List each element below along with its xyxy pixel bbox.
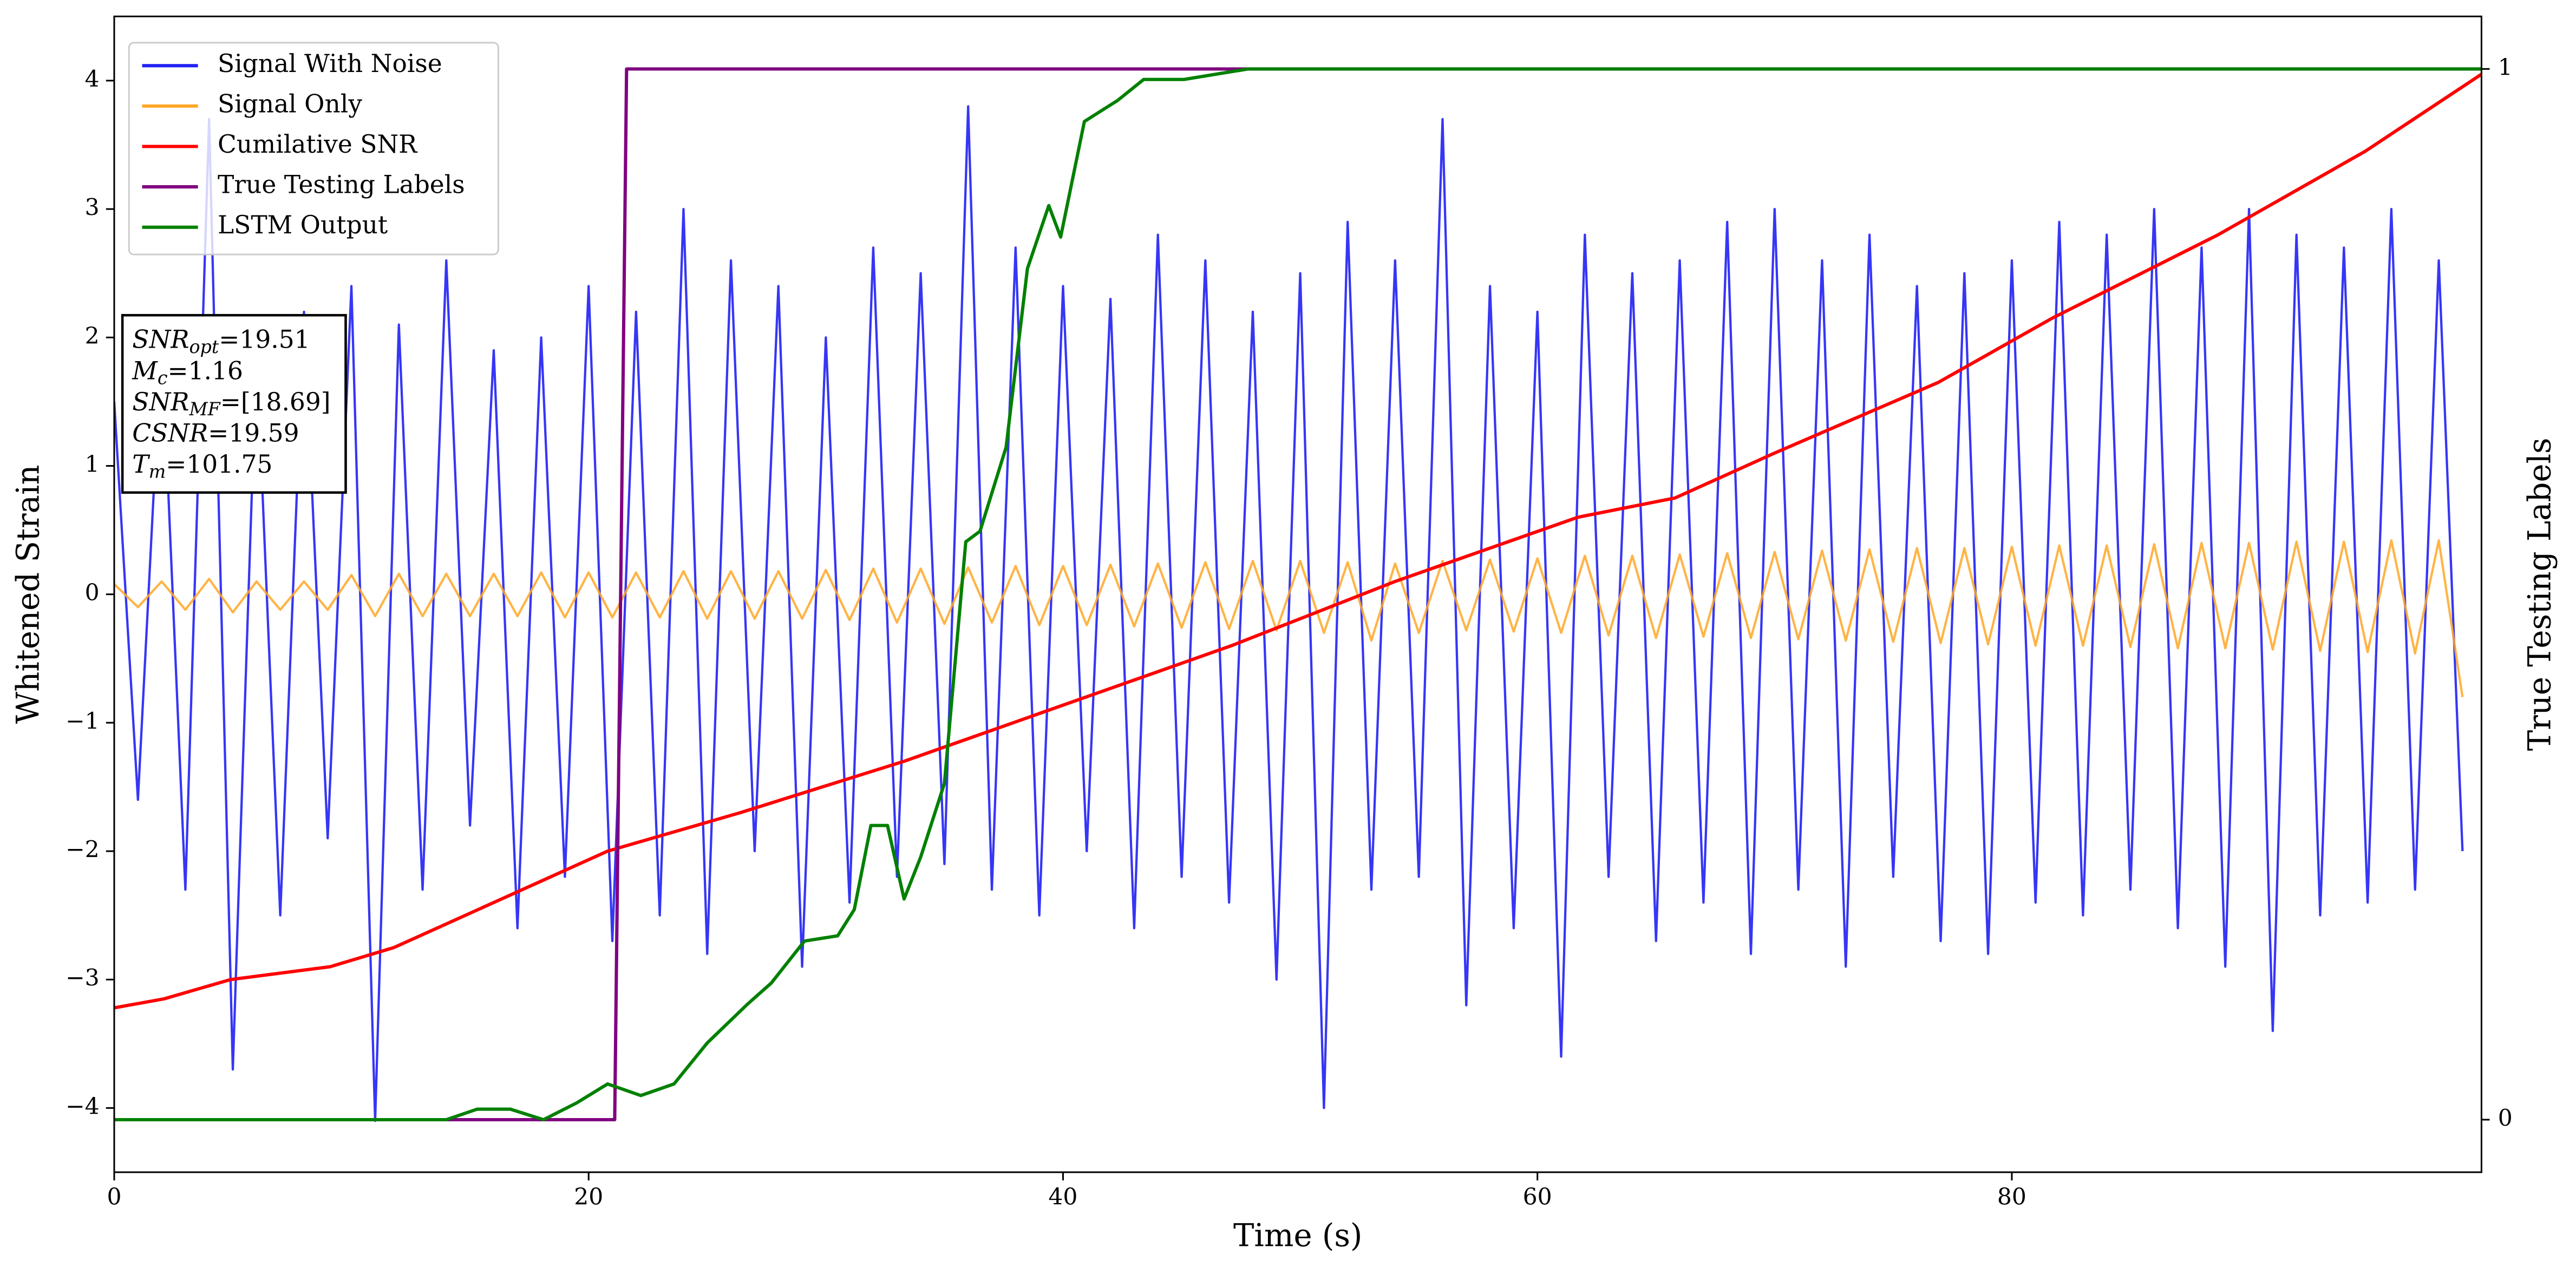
y-tick-label: 1 xyxy=(85,451,100,478)
series-line xyxy=(114,105,2464,1122)
legend: Signal With Noise Signal Only Cumilative S… xyxy=(128,42,500,256)
annotation-box xyxy=(121,313,347,494)
y-tick-label: −2 xyxy=(66,837,100,863)
y-tick-label: −1 xyxy=(66,708,100,735)
series-line xyxy=(114,73,2482,1010)
annotation-value: =19.51 xyxy=(219,325,310,354)
annotation-line: SNRMF=[18.69] xyxy=(132,387,330,420)
annotation-symbol: SNR xyxy=(132,387,189,416)
y-tick-label: −3 xyxy=(66,965,100,991)
y-tick-label: 3 xyxy=(85,194,100,221)
x-tick-label: 0 xyxy=(107,1184,121,1211)
annotation: SNRopt=19.51Mc=1.16SNRMF=[18.69]CSNR=19.… xyxy=(121,313,347,494)
y-tick-label: 4 xyxy=(85,66,100,93)
y-tick-label: 2 xyxy=(85,323,100,349)
x-tick-label: 40 xyxy=(1048,1184,1077,1211)
annotation-symbol: T xyxy=(132,450,151,479)
x-tick-label: 80 xyxy=(1997,1184,2026,1211)
legend-label: Signal Only xyxy=(218,89,362,118)
annotation-line: Mc=1.16 xyxy=(132,356,243,389)
annotation-value: =[18.69] xyxy=(220,387,331,416)
annotation-value: =1.16 xyxy=(168,356,243,385)
legend-label: True Testing Labels xyxy=(218,171,465,199)
annotation-symbol: M xyxy=(132,356,158,385)
x-tick-label: 60 xyxy=(1523,1184,1552,1211)
y-axis-label: Whitened Strain xyxy=(10,465,46,723)
y2-axis-label: True Testing Labels xyxy=(2522,437,2558,751)
legend-box xyxy=(128,42,500,256)
series-line xyxy=(114,67,2482,1122)
annotation-line: CSNR=19.59 xyxy=(132,419,299,447)
legend-label: LSTM Output xyxy=(218,211,388,239)
annotation-line: Tm=101.75 xyxy=(132,450,272,482)
y2-tick-label: 0 xyxy=(2498,1105,2513,1132)
annotation-subscript: c xyxy=(158,367,168,388)
annotation-line: SNRopt=19.51 xyxy=(132,325,310,357)
annotation-value: =101.75 xyxy=(166,450,272,479)
x-axis-label: Time (s) xyxy=(1233,1217,1362,1253)
annotation-symbol: SNR xyxy=(132,325,189,354)
legend-label: Signal With Noise xyxy=(218,49,442,78)
annotation-value: =19.59 xyxy=(208,419,299,447)
y-tick-label: 0 xyxy=(85,580,100,606)
y2-tick-label: 1 xyxy=(2498,54,2513,81)
annotation-subscript: m xyxy=(149,461,166,482)
annotation-subscript: MF xyxy=(188,398,221,420)
legend-label: Cumilative SNR xyxy=(218,130,418,159)
series-line xyxy=(114,539,2464,697)
annotation-symbol: CSNR xyxy=(132,419,208,447)
y-tick-label: −4 xyxy=(66,1093,100,1120)
annotation-subscript: opt xyxy=(189,336,219,357)
plot-area xyxy=(114,67,2482,1122)
x-tick-label: 20 xyxy=(574,1184,603,1211)
